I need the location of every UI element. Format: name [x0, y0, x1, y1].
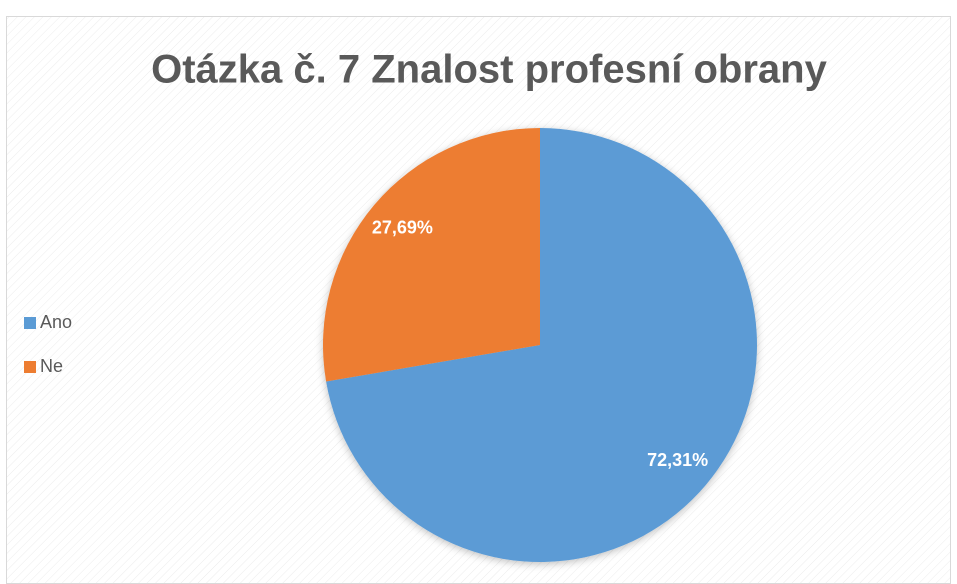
- data-label: 72,31%: [647, 450, 708, 470]
- legend-label: Ano: [40, 312, 72, 332]
- pie-slice: [322, 128, 540, 382]
- legend-swatch: [24, 317, 36, 329]
- data-label: 27,69%: [372, 218, 433, 238]
- pie-slice: [326, 128, 757, 562]
- chart-title: Otázka č. 7 Znalost profesní obrany: [151, 48, 827, 92]
- legend-swatch: [24, 361, 36, 373]
- pie: [322, 128, 757, 562]
- legend-label: Ne: [40, 356, 63, 376]
